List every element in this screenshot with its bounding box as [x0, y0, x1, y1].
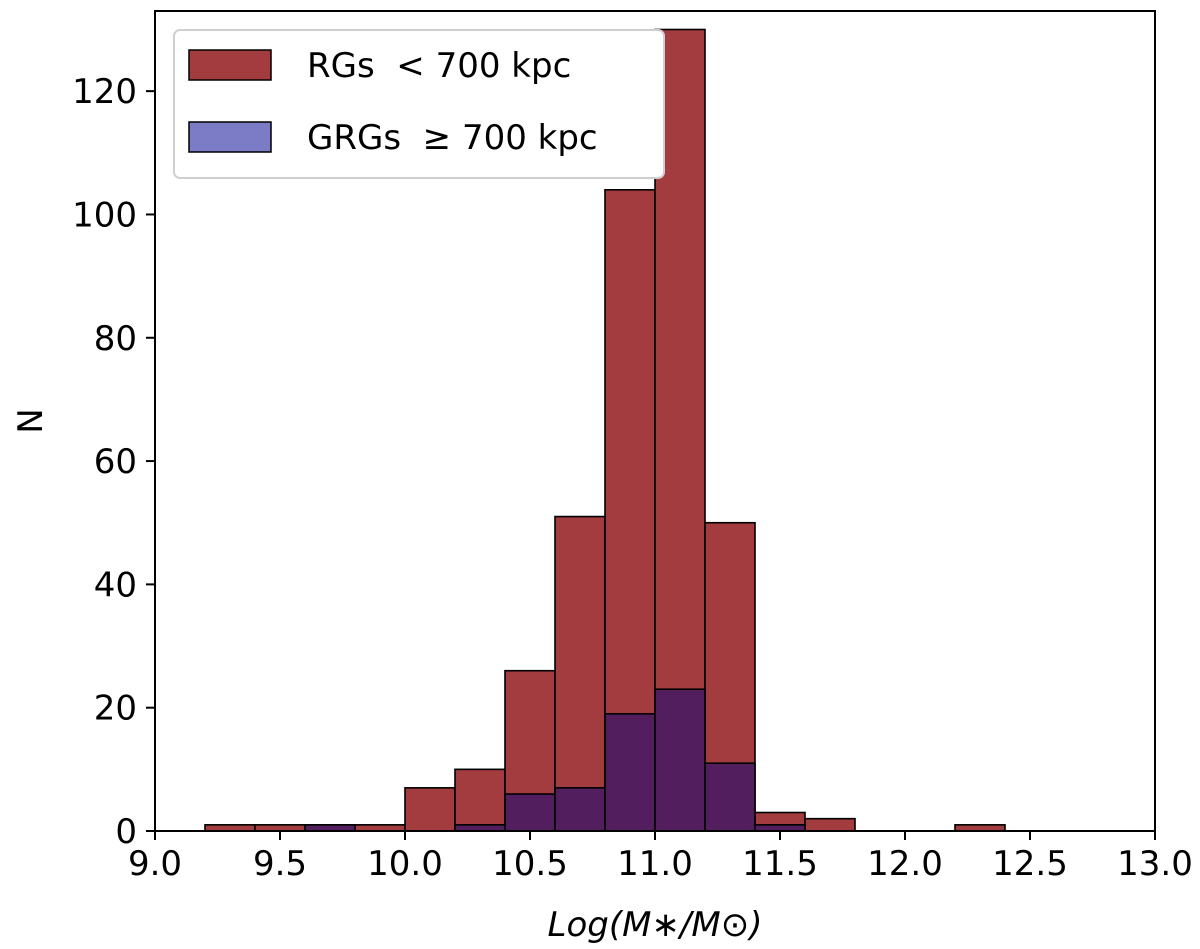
grg-bar: [704, 762, 756, 832]
legend-label-rg: RGs < 700 kpc: [307, 46, 571, 86]
legend: RGs < 700 kpc GRGs ≥ 700 kpc: [173, 29, 665, 179]
rg-bar: [804, 817, 856, 832]
y-tick-label: 80: [94, 319, 137, 359]
y-tick-label: 20: [94, 689, 137, 729]
y-tick-label: 0: [115, 812, 137, 852]
x-tick-label: 10.0: [367, 844, 443, 884]
x-axis-label: Log(M∗/M⊙): [548, 905, 763, 945]
x-tick-label: 11.5: [742, 844, 818, 884]
y-tick-label: 60: [94, 442, 137, 482]
x-tick-label: 9.5: [253, 844, 307, 884]
legend-swatch-grg: [188, 121, 272, 153]
grg-bars: [304, 688, 806, 832]
x-tick-label: 10.5: [492, 844, 568, 884]
grg-bar: [554, 787, 606, 832]
grg-bar: [504, 793, 556, 832]
legend-swatch-rg: [188, 49, 272, 81]
y-axis-label: N: [11, 408, 51, 433]
x-axis: 9.0 9.5 10.0 10.5 11.0 11.5 12.0 12.5 13.0: [128, 831, 1193, 884]
legend-label-grg: GRGs ≥ 700 kpc: [307, 118, 598, 158]
x-tick-label: 12.5: [992, 844, 1068, 884]
x-tick-label: 9.0: [128, 844, 182, 884]
x-tick-label: 11.0: [617, 844, 693, 884]
rg-bar: [554, 515, 606, 832]
grg-bar: [604, 713, 656, 832]
rg-bar: [404, 787, 456, 832]
y-tick-label: 120: [72, 72, 137, 112]
legend-box: [173, 29, 665, 179]
y-axis: 0 20 40 60 80 100 120: [72, 72, 155, 852]
rg-bar: [454, 768, 506, 832]
x-tick-label: 12.0: [867, 844, 943, 884]
x-tick-label: 13.0: [1117, 844, 1193, 884]
grg-bar: [654, 688, 706, 832]
y-tick-label: 40: [94, 565, 137, 605]
y-tick-label: 100: [72, 195, 137, 235]
